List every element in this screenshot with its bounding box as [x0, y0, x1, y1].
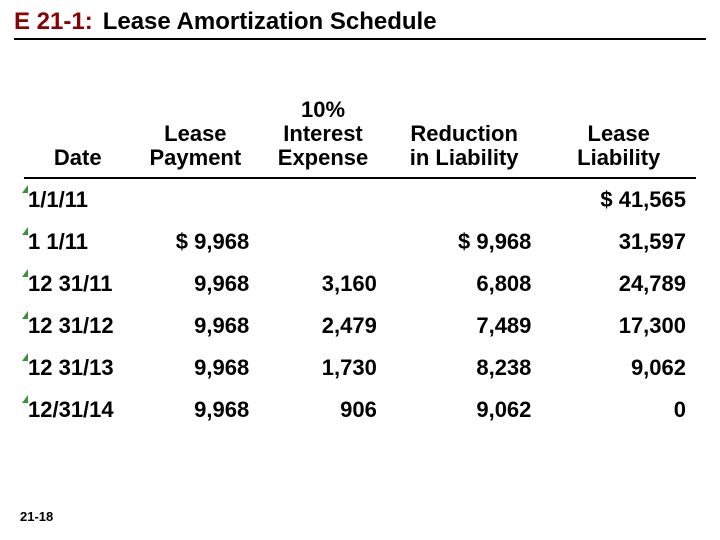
- page-number: 21-18: [20, 509, 53, 524]
- amortization-table-wrap: Date Lease Payment 10% Interest Expense: [14, 94, 706, 431]
- cell-payment: 9,968: [132, 347, 260, 389]
- table-body: 1/1/11$ 41,5651 1/11$ 9,968$ 9,96831,597…: [24, 178, 696, 431]
- table-row: 12 31/129,9682,4797,48917,300: [24, 305, 696, 347]
- table-header: Date Lease Payment 10% Interest Expense: [24, 94, 696, 178]
- col-date: Date: [24, 94, 132, 178]
- cell-reduction: 6,808: [387, 263, 542, 305]
- table-row: 12/31/149,9689069,0620: [24, 389, 696, 431]
- table-row: 12 31/139,9681,7308,2389,062: [24, 347, 696, 389]
- cell-payment: 9,968: [132, 305, 260, 347]
- cell-liability: 17,300: [541, 305, 696, 347]
- cell-interest: 3,160: [259, 263, 387, 305]
- cell-payment: 9,968: [132, 263, 260, 305]
- cell-interest: 2,479: [259, 305, 387, 347]
- tick-icon: [22, 269, 28, 277]
- cell-payment: $ 9,968: [132, 221, 260, 263]
- cell-reduction: 7,489: [387, 305, 542, 347]
- cell-liability: 9,062: [541, 347, 696, 389]
- cell-reduction: 9,062: [387, 389, 542, 431]
- cell-liability: $ 41,565: [541, 178, 696, 221]
- col-reduction: Reduction in Liability: [387, 94, 542, 178]
- cell-payment: [132, 178, 260, 221]
- col-liability: Lease Liability: [541, 94, 696, 178]
- amortization-table: Date Lease Payment 10% Interest Expense: [24, 94, 696, 431]
- tick-icon: [22, 395, 28, 403]
- table-row: 1 1/11$ 9,968$ 9,96831,597: [24, 221, 696, 263]
- cell-liability: 0: [541, 389, 696, 431]
- cell-interest: [259, 221, 387, 263]
- slide: E 21-1: Lease Amortization Schedule Date…: [0, 0, 720, 540]
- col-interest: 10% Interest Expense: [259, 94, 387, 178]
- cell-payment: 9,968: [132, 389, 260, 431]
- cell-date: 1 1/11: [24, 221, 132, 263]
- tick-icon: [22, 185, 28, 193]
- tick-icon: [22, 353, 28, 361]
- title-bar: E 21-1: Lease Amortization Schedule: [14, 8, 706, 40]
- cell-date: 12 31/13: [24, 347, 132, 389]
- tick-icon: [22, 227, 28, 235]
- cell-date: 1/1/11: [24, 178, 132, 221]
- col-payment: Lease Payment: [132, 94, 260, 178]
- cell-interest: [259, 178, 387, 221]
- title-code: E 21-1:: [14, 8, 93, 36]
- table-row: 12 31/119,9683,1606,80824,789: [24, 263, 696, 305]
- cell-date: 12/31/14: [24, 389, 132, 431]
- cell-interest: 906: [259, 389, 387, 431]
- cell-liability: 31,597: [541, 221, 696, 263]
- table-row: 1/1/11 $ 41,565: [24, 178, 696, 221]
- cell-date: 12 31/11: [24, 263, 132, 305]
- cell-date: 12 31/12: [24, 305, 132, 347]
- tick-icon: [22, 311, 28, 319]
- cell-interest: 1,730: [259, 347, 387, 389]
- cell-reduction: [387, 178, 542, 221]
- cell-reduction: 8,238: [387, 347, 542, 389]
- cell-reduction: $ 9,968: [387, 221, 542, 263]
- cell-liability: 24,789: [541, 263, 696, 305]
- title-text: Lease Amortization Schedule: [103, 8, 437, 36]
